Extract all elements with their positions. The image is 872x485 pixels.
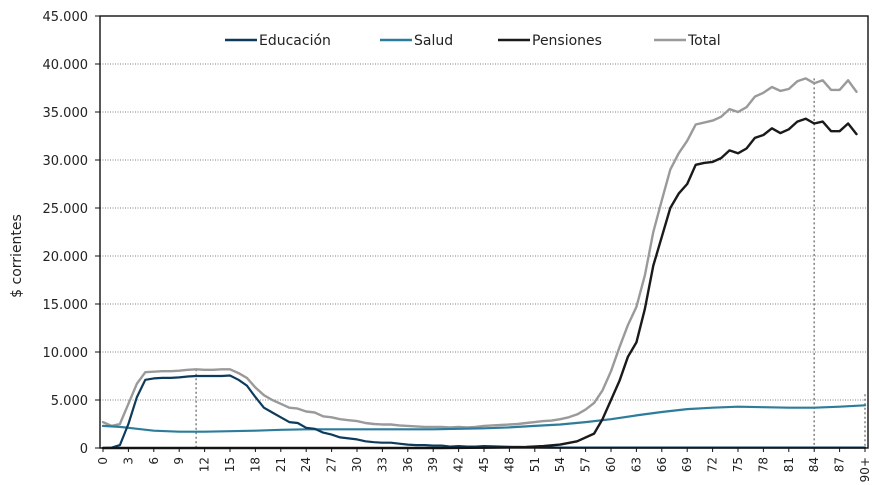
x-tick-label: 72: [706, 457, 720, 472]
legend-item: Educación: [225, 33, 331, 49]
series-lines: [101, 77, 867, 450]
x-tick-label: 0: [96, 457, 110, 465]
y-tick-label: 35.000: [43, 106, 89, 121]
y-tick-label: 45.000: [43, 10, 89, 25]
x-tick-label: 9: [172, 457, 186, 465]
y-tick-label: 20.000: [43, 250, 89, 265]
x-tick-label: 75: [731, 457, 745, 472]
x-tick-label: 54: [553, 457, 567, 472]
x-tick-label: 60: [604, 457, 618, 472]
x-tick-label: 42: [452, 457, 466, 472]
y-tick-label: 15.000: [43, 298, 89, 313]
legend-item: Salud: [380, 33, 453, 49]
x-tick-label: 33: [375, 457, 389, 472]
y-tick-label: 25.000: [43, 202, 89, 217]
x-tick-label: 21: [274, 457, 288, 472]
x-tick-label: 15: [223, 457, 237, 472]
series-line-total: [101, 77, 858, 429]
x-tick-label: 63: [629, 457, 643, 472]
legend-item: Total: [654, 33, 721, 49]
legend-label: Salud: [414, 33, 453, 49]
y-tick-label: 5.000: [51, 394, 88, 409]
legend-label: Total: [687, 33, 721, 49]
legend-label: Pensiones: [532, 33, 602, 49]
x-tick-label: 39: [426, 457, 440, 472]
y-tick-label: 40.000: [43, 58, 89, 73]
x-tick-label: 84: [807, 457, 821, 472]
series-line-salud: [101, 404, 867, 433]
y-axis-label: $ corrientes: [9, 214, 25, 298]
x-tick-label: 90+: [858, 457, 872, 482]
legend: Educación Salud Pensiones Total: [225, 33, 721, 49]
x-tick-label: 30: [350, 457, 364, 472]
x-tick-label: 66: [655, 457, 669, 472]
legend-label: Educación: [259, 33, 331, 49]
x-tick-label: 69: [680, 457, 694, 472]
y-tick-labels: 0 5.000 10.000 15.000 20.000 25.000 30.000 35.0…: [43, 10, 89, 457]
x-tick-label: 18: [248, 457, 262, 472]
x-tick-label: 48: [502, 457, 516, 472]
series-line-pensiones: [101, 117, 858, 450]
y-tick-label: 30.000: [43, 154, 89, 169]
reference-lines: [195, 78, 866, 448]
x-tick-label: 36: [401, 457, 415, 472]
x-tick-label: 24: [299, 457, 313, 472]
x-tick-label: 6: [147, 457, 161, 465]
x-tick-label: 81: [782, 457, 796, 472]
y-tick-label: 10.000: [43, 346, 89, 361]
plot-frame: [99, 15, 869, 449]
x-tick-label: 27: [325, 457, 339, 472]
x-tick-label: 45: [477, 457, 491, 472]
series-line-educacin: [101, 374, 867, 450]
x-tick-label: 78: [756, 457, 770, 472]
y-tick-label: 0: [80, 442, 88, 457]
x-tick-labels: 0 3 6 9 12 15 18 21 24 27 30 33 36 39 42 45 48 51 54 57 60 63…: [96, 457, 872, 482]
gridlines: [100, 63, 868, 401]
legend-item: Pensiones: [498, 33, 602, 49]
x-tick-label: 57: [579, 457, 593, 472]
x-tick-label: 3: [121, 457, 135, 465]
axes: [95, 15, 869, 452]
x-tick-label: 87: [833, 457, 847, 472]
x-tick-label: 12: [198, 457, 212, 472]
x-tick-label: 51: [528, 457, 542, 472]
